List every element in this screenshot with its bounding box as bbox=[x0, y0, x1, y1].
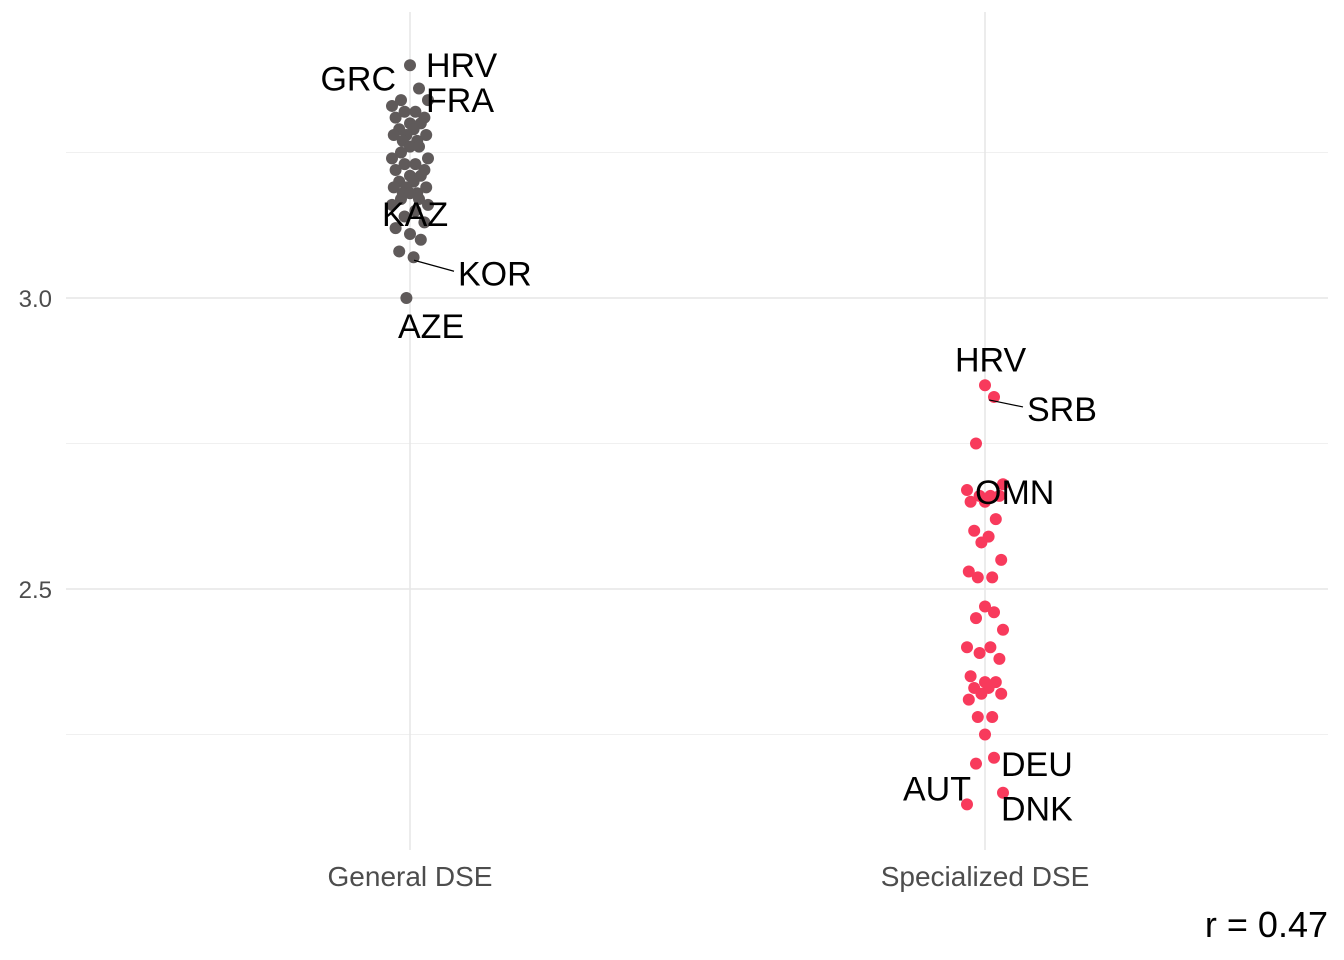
data-point bbox=[973, 647, 986, 660]
data-point bbox=[398, 105, 411, 118]
x-axis: General DSE Specialized DSE bbox=[328, 861, 1090, 892]
point-label: SRB bbox=[1027, 391, 1097, 429]
data-point bbox=[413, 82, 425, 95]
point-label: AUT bbox=[903, 771, 971, 809]
data-point bbox=[962, 565, 975, 578]
data-point bbox=[414, 233, 427, 246]
points bbox=[386, 59, 1009, 811]
data-point bbox=[995, 687, 1008, 700]
data-point bbox=[986, 711, 999, 724]
correlation-caption: r = 0.47 bbox=[1205, 904, 1328, 945]
data-point bbox=[404, 59, 416, 72]
data-point bbox=[422, 152, 434, 165]
data-point bbox=[997, 623, 1009, 636]
data-point bbox=[961, 484, 973, 497]
data-point bbox=[993, 652, 1006, 665]
data-point bbox=[997, 786, 1009, 799]
data-point bbox=[961, 641, 973, 654]
data-point bbox=[389, 163, 402, 176]
data-point bbox=[420, 181, 433, 194]
y-axis: 2.5 3.0 bbox=[19, 286, 52, 604]
point-label: HRV bbox=[426, 47, 497, 85]
y-tick-label: 3.0 bbox=[19, 286, 52, 313]
point-label: DEU bbox=[1001, 746, 1073, 784]
data-point bbox=[984, 641, 997, 654]
data-point bbox=[398, 158, 411, 171]
data-point bbox=[979, 495, 991, 508]
data-point bbox=[979, 728, 991, 741]
point-label: FRA bbox=[426, 82, 494, 120]
data-point bbox=[386, 99, 398, 112]
data-point bbox=[993, 489, 1006, 502]
data-point bbox=[389, 222, 402, 235]
data-point bbox=[400, 292, 413, 304]
data-point bbox=[404, 227, 416, 240]
data-point bbox=[995, 553, 1008, 566]
data-point bbox=[961, 798, 973, 811]
data-point bbox=[387, 129, 400, 142]
data-point bbox=[386, 152, 398, 165]
data-point bbox=[968, 524, 981, 537]
data-point bbox=[389, 111, 402, 124]
point-label: KOR bbox=[458, 255, 532, 293]
data-point bbox=[979, 600, 991, 613]
data-point bbox=[413, 193, 425, 206]
data-point bbox=[422, 94, 434, 107]
data-point bbox=[970, 437, 982, 450]
label-leader-line bbox=[988, 399, 1024, 408]
data-point bbox=[409, 105, 422, 118]
data-point bbox=[407, 251, 420, 264]
point-label: HRV bbox=[955, 341, 1026, 379]
grid bbox=[66, 12, 1328, 850]
data-point bbox=[395, 146, 407, 159]
data-point bbox=[422, 198, 434, 211]
point-label: OMN bbox=[975, 474, 1054, 512]
data-point bbox=[386, 198, 398, 211]
data-point bbox=[404, 140, 416, 153]
data-point bbox=[979, 379, 991, 392]
x-tick-label: Specialized DSE bbox=[881, 861, 1090, 892]
label-leader-line bbox=[413, 259, 455, 272]
data-point bbox=[404, 187, 416, 200]
x-tick-label: General DSE bbox=[328, 861, 493, 892]
data-point bbox=[409, 204, 422, 217]
data-point bbox=[986, 571, 999, 584]
y-tick-label: 2.5 bbox=[19, 577, 52, 604]
data-point bbox=[989, 513, 1002, 526]
data-point bbox=[387, 181, 400, 194]
point-label: KAZ bbox=[382, 196, 448, 234]
data-point bbox=[418, 216, 431, 229]
data-point bbox=[988, 751, 1000, 764]
data-point bbox=[997, 478, 1009, 491]
point-label: DNK bbox=[1001, 790, 1073, 828]
point-label: GRC bbox=[320, 60, 396, 98]
data-point bbox=[975, 536, 988, 549]
data-point bbox=[393, 245, 406, 258]
data-point bbox=[395, 94, 407, 107]
data-point bbox=[413, 140, 425, 153]
data-point bbox=[975, 687, 988, 700]
data-point bbox=[395, 193, 407, 206]
data-point bbox=[962, 693, 975, 706]
data-point bbox=[964, 495, 977, 508]
data-point bbox=[988, 606, 1000, 619]
data-point bbox=[971, 571, 984, 584]
data-point bbox=[971, 711, 984, 724]
data-point bbox=[964, 670, 977, 683]
point-label: AZE bbox=[398, 308, 464, 346]
data-point bbox=[398, 210, 411, 223]
data-point bbox=[409, 158, 422, 171]
data-point bbox=[970, 612, 982, 625]
data-point bbox=[970, 757, 982, 770]
data-point bbox=[420, 129, 433, 142]
